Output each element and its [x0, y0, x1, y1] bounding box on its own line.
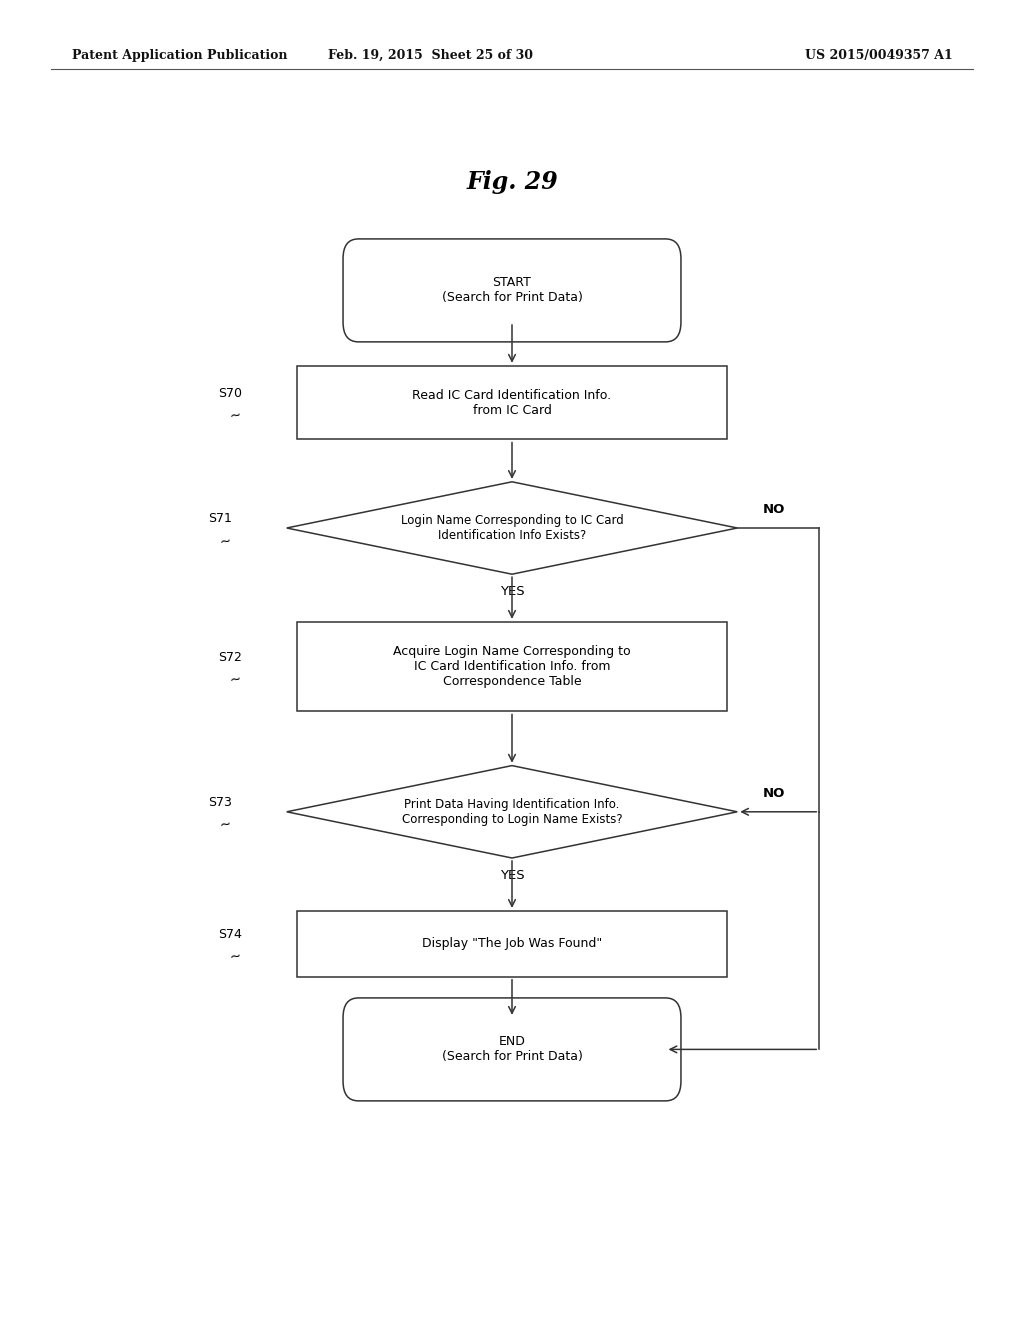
Text: S73: S73 — [208, 796, 232, 809]
Text: ~: ~ — [218, 533, 232, 549]
Text: Print Data Having Identification Info.
Corresponding to Login Name Exists?: Print Data Having Identification Info. C… — [401, 797, 623, 826]
Polygon shape — [287, 482, 737, 574]
Text: S72: S72 — [218, 651, 243, 664]
FancyBboxPatch shape — [297, 366, 727, 438]
Text: NO: NO — [763, 503, 785, 516]
Text: Feb. 19, 2015  Sheet 25 of 30: Feb. 19, 2015 Sheet 25 of 30 — [328, 49, 532, 62]
Polygon shape — [287, 766, 737, 858]
Text: S74: S74 — [218, 928, 243, 941]
FancyBboxPatch shape — [343, 239, 681, 342]
Text: NO: NO — [763, 787, 785, 800]
Text: YES: YES — [500, 585, 524, 598]
Text: END
(Search for Print Data): END (Search for Print Data) — [441, 1035, 583, 1064]
Text: ~: ~ — [228, 949, 243, 965]
FancyBboxPatch shape — [297, 622, 727, 711]
Text: Patent Application Publication: Patent Application Publication — [72, 49, 287, 62]
Text: US 2015/0049357 A1: US 2015/0049357 A1 — [805, 49, 952, 62]
Text: Acquire Login Name Corresponding to
IC Card Identification Info. from
Correspond: Acquire Login Name Corresponding to IC C… — [393, 645, 631, 688]
Text: S70: S70 — [218, 387, 243, 400]
Text: S71: S71 — [208, 512, 232, 525]
Text: Read IC Card Identification Info.
from IC Card: Read IC Card Identification Info. from I… — [413, 388, 611, 417]
Text: Display "The Job Was Found": Display "The Job Was Found" — [422, 937, 602, 950]
Text: Login Name Corresponding to IC Card
Identification Info Exists?: Login Name Corresponding to IC Card Iden… — [400, 513, 624, 543]
Text: Fig. 29: Fig. 29 — [466, 170, 558, 194]
FancyBboxPatch shape — [343, 998, 681, 1101]
Text: ~: ~ — [218, 817, 232, 833]
Text: YES: YES — [500, 869, 524, 882]
Text: ~: ~ — [228, 672, 243, 688]
Text: START
(Search for Print Data): START (Search for Print Data) — [441, 276, 583, 305]
FancyBboxPatch shape — [297, 911, 727, 977]
Text: ~: ~ — [228, 408, 243, 424]
